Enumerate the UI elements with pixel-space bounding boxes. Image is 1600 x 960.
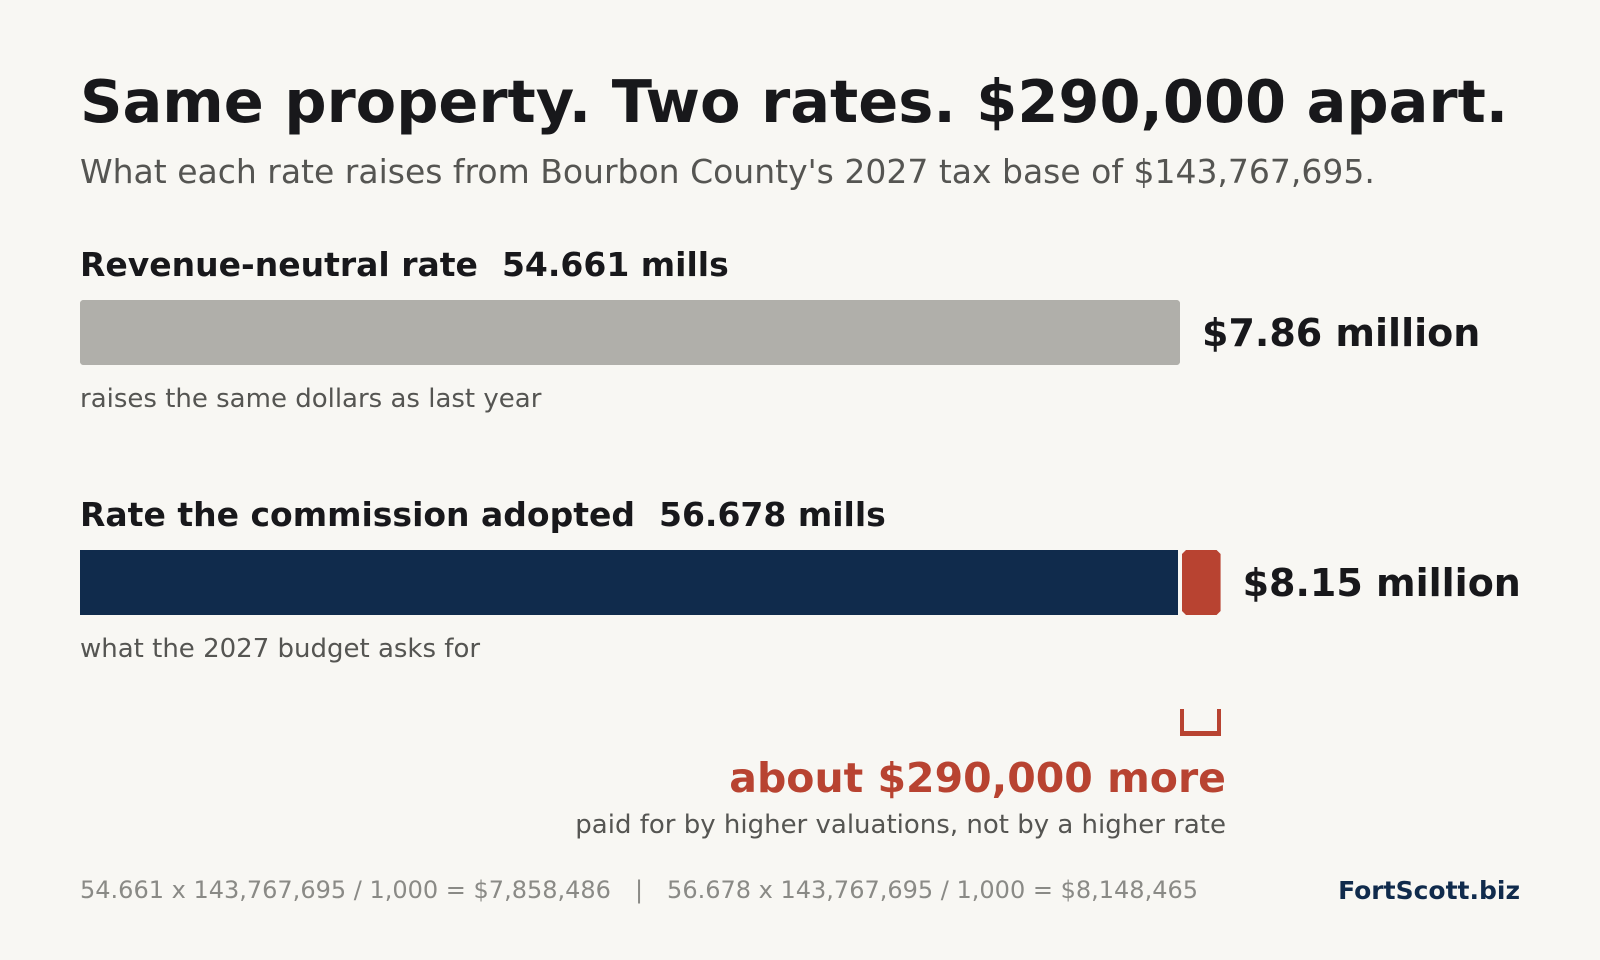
adopted-rate-value: $8.15 million xyxy=(1242,561,1521,605)
adopted-rate-name: Rate the commission adopted xyxy=(80,495,635,534)
brand-logo-text: FortScott.biz xyxy=(1338,876,1520,905)
neutral-rate-note: raises the same dollars as last year xyxy=(80,384,542,414)
chart-subtitle: What each rate raises from Bourbon Count… xyxy=(80,152,1375,191)
difference-label: about $290,000 more xyxy=(729,754,1226,802)
neutral-rate-label: Revenue-neutral rate 54.661 mills xyxy=(80,248,729,281)
neutral-rate-name: Revenue-neutral rate xyxy=(80,245,478,284)
adopted-rate-mills: 56.678 mills xyxy=(659,495,886,534)
difference-bracket xyxy=(1180,709,1221,736)
calculation-footnote: 54.661 x 143,767,695 / 1,000 = $7,858,48… xyxy=(80,878,1198,902)
calc-neutral: 54.661 x 143,767,695 / 1,000 = $7,858,48… xyxy=(80,876,611,904)
calc-adopted: 56.678 x 143,767,695 / 1,000 = $8,148,46… xyxy=(667,876,1198,904)
difference-note: paid for by higher valuations, not by a … xyxy=(575,810,1226,840)
adopted-rate-increase-bar xyxy=(1182,550,1221,615)
neutral-rate-value: $7.86 million xyxy=(1202,311,1481,355)
adopted-rate-label: Rate the commission adopted 56.678 mills xyxy=(80,498,886,531)
adopted-rate-note: what the 2027 budget asks for xyxy=(80,634,481,664)
neutral-rate-bar xyxy=(80,300,1180,365)
neutral-rate-mills: 54.661 mills xyxy=(501,245,729,284)
calc-separator: | xyxy=(634,876,644,904)
chart-title: Same property. Two rates. $290,000 apart… xyxy=(80,67,1509,136)
adopted-rate-base-bar xyxy=(80,550,1178,615)
